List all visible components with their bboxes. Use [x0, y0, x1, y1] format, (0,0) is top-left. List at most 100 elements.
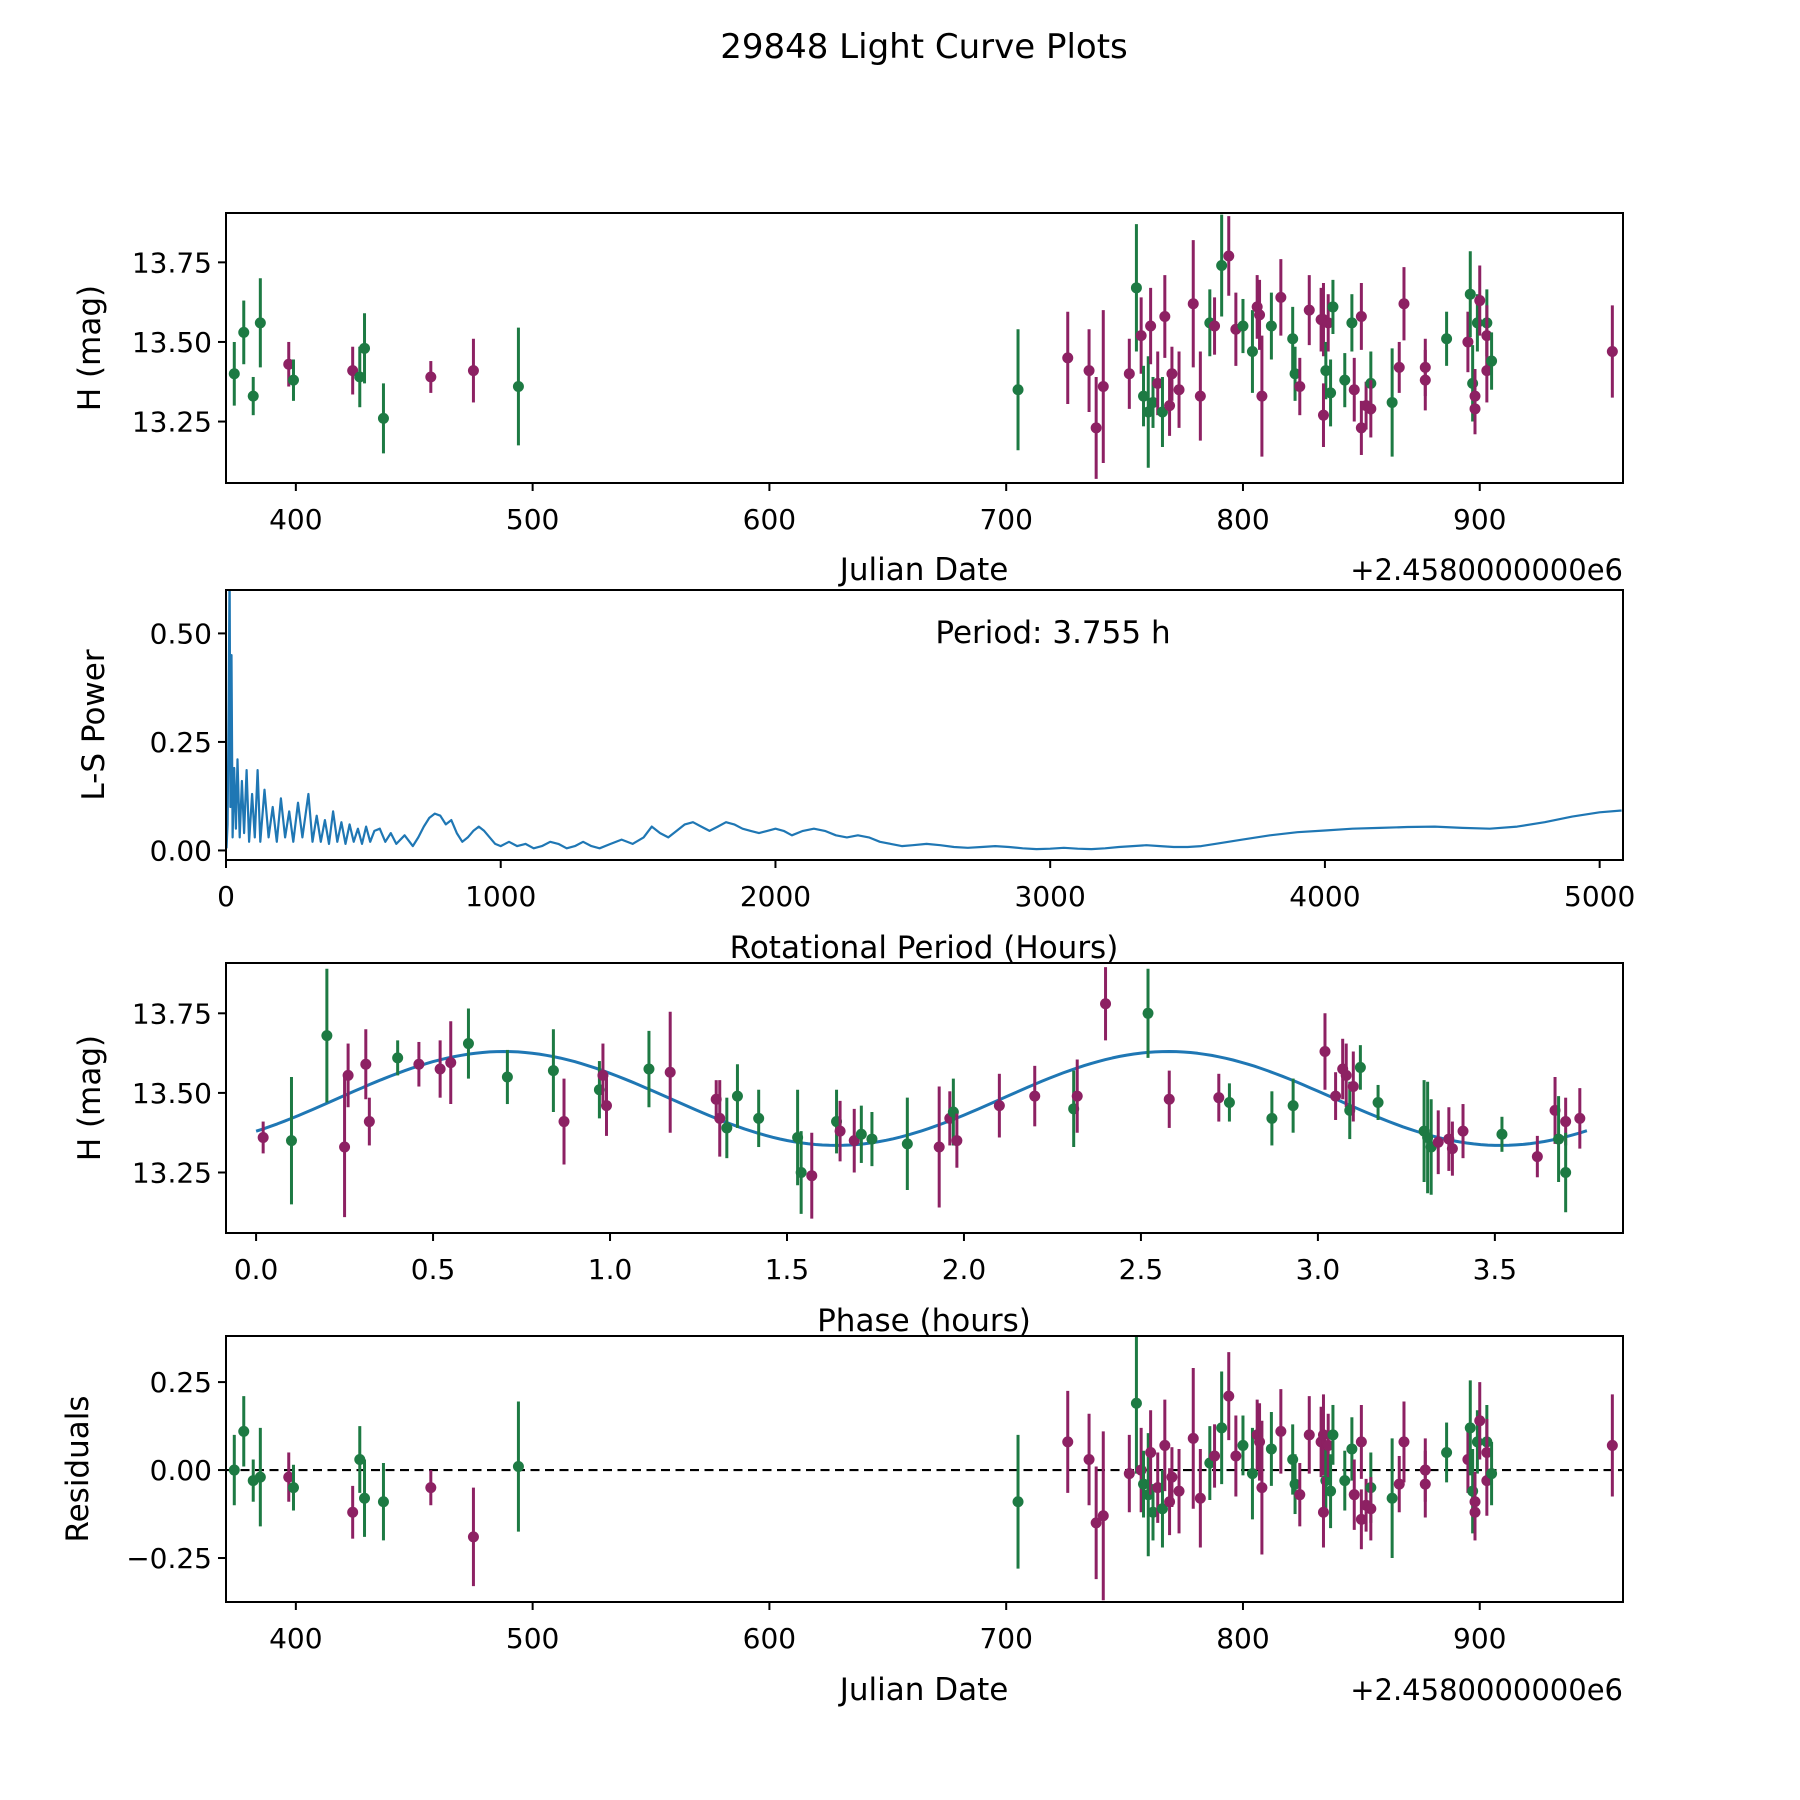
data-point — [1457, 1125, 1469, 1137]
data-point — [600, 1100, 612, 1112]
data-point — [1441, 333, 1453, 345]
periodogram-curve — [226, 590, 1622, 851]
y-tick-label: 0.00 — [150, 834, 212, 867]
data-point — [1398, 1436, 1410, 1448]
subplot-phased_light_curve: 0.0 0.5 1.0 1.5 2.0 2.5 3.0 3.5 13.25 13.50 13.75 — [132, 962, 1624, 1286]
subplot-jd_mag: 400 500 600 700 800 900 13.25 13.50 13.75 — [132, 212, 1624, 536]
data-point — [342, 1069, 354, 1081]
axes-spines — [225, 1335, 1624, 1603]
data-point — [1481, 330, 1493, 342]
data-point — [359, 342, 371, 354]
axis-label-y-phase: H (mag) — [72, 1035, 108, 1161]
x-tick-label: 900 — [1453, 503, 1506, 536]
data-point — [1348, 1489, 1360, 1501]
data-point — [547, 1065, 559, 1077]
axis-label-y-periodogram: L-S Power — [76, 649, 112, 800]
data-point — [377, 412, 389, 424]
x-tick-label: 2.5 — [1119, 1253, 1164, 1286]
data-point — [1135, 330, 1147, 342]
data-point — [1090, 422, 1102, 434]
data-point — [360, 1058, 372, 1070]
data-point — [1213, 1092, 1225, 1104]
data-point — [1275, 1425, 1287, 1437]
data-point — [1152, 1482, 1164, 1494]
data-point — [1097, 1510, 1109, 1522]
axis-offset-jdmag: +2.4580000000e6 — [1350, 553, 1623, 587]
x-tick-label: 500 — [506, 503, 559, 536]
data-point — [1209, 320, 1221, 332]
y-tick-label: 13.50 — [132, 1077, 212, 1110]
y-tick-label: 13.25 — [132, 406, 212, 439]
axis-label-x-jdmag: Julian Date — [838, 552, 1009, 588]
x-tick-label: 1.0 — [588, 1253, 633, 1286]
data-point — [1237, 320, 1249, 332]
data-point — [1354, 1061, 1366, 1073]
data-point — [354, 1454, 366, 1465]
data-point — [1432, 1136, 1444, 1148]
data-point — [1138, 1478, 1150, 1490]
data-point — [1147, 396, 1159, 408]
data-point — [1446, 1143, 1458, 1155]
data-point — [1347, 1081, 1359, 1093]
x-tick-label: 0 — [217, 880, 235, 913]
x-tick-label: 3000 — [1015, 880, 1086, 913]
data-point — [1216, 260, 1228, 272]
data-point — [1194, 390, 1206, 402]
data-point — [257, 1131, 269, 1143]
data-point — [413, 1058, 425, 1070]
data-point — [287, 374, 299, 386]
data-point — [501, 1071, 513, 1083]
x-tick-label: 3.5 — [1473, 1253, 1518, 1286]
data-point — [1187, 1432, 1199, 1444]
data-point — [1209, 1450, 1221, 1462]
data-point — [1083, 365, 1095, 377]
data-point — [1469, 403, 1481, 415]
data-point — [1393, 361, 1405, 373]
x-tick-label: 700 — [979, 503, 1032, 536]
axis-offset-residuals: +2.4580000000e6 — [1350, 1673, 1623, 1707]
data-point — [283, 358, 295, 370]
data-point — [1464, 288, 1476, 300]
data-point — [1289, 368, 1301, 380]
data-point — [1340, 1069, 1352, 1081]
data-point — [1365, 403, 1377, 415]
data-point — [1553, 1133, 1565, 1145]
data-point — [377, 1496, 389, 1508]
axis-label-x-residuals: Julian Date — [838, 1672, 1009, 1708]
data-point — [445, 1057, 457, 1069]
data-point — [1265, 1443, 1277, 1455]
data-point — [1606, 1439, 1618, 1451]
data-point — [1462, 336, 1474, 348]
data-point — [1322, 317, 1334, 329]
data-point — [359, 1492, 371, 1504]
data-point — [1062, 1436, 1074, 1448]
data-point — [1062, 352, 1074, 364]
data-point — [1294, 1489, 1306, 1501]
data-point — [1230, 1450, 1242, 1462]
data-point — [1486, 1468, 1498, 1480]
data-point — [1327, 1429, 1339, 1441]
data-point — [1287, 1100, 1299, 1112]
data-point — [848, 1135, 860, 1147]
data-point — [721, 1122, 733, 1134]
data-point — [714, 1112, 726, 1124]
data-point — [643, 1063, 655, 1075]
data-point — [1330, 1090, 1342, 1102]
data-point — [1123, 368, 1135, 380]
data-point — [1163, 1093, 1175, 1105]
data-point — [238, 326, 250, 338]
data-point — [753, 1112, 765, 1124]
data-point — [1083, 1454, 1095, 1465]
axis-label-y-jdmag: H (mag) — [72, 285, 108, 411]
y-tick-label: 0.25 — [150, 1366, 212, 1399]
data-point — [1256, 1482, 1268, 1494]
data-layer-jd_mag — [228, 214, 1618, 479]
data-point — [1481, 365, 1493, 377]
data-point — [1441, 1446, 1453, 1458]
data-point — [1223, 250, 1235, 262]
data-point — [1246, 1468, 1258, 1480]
data-point — [1393, 1478, 1405, 1490]
data-point — [1156, 406, 1168, 418]
